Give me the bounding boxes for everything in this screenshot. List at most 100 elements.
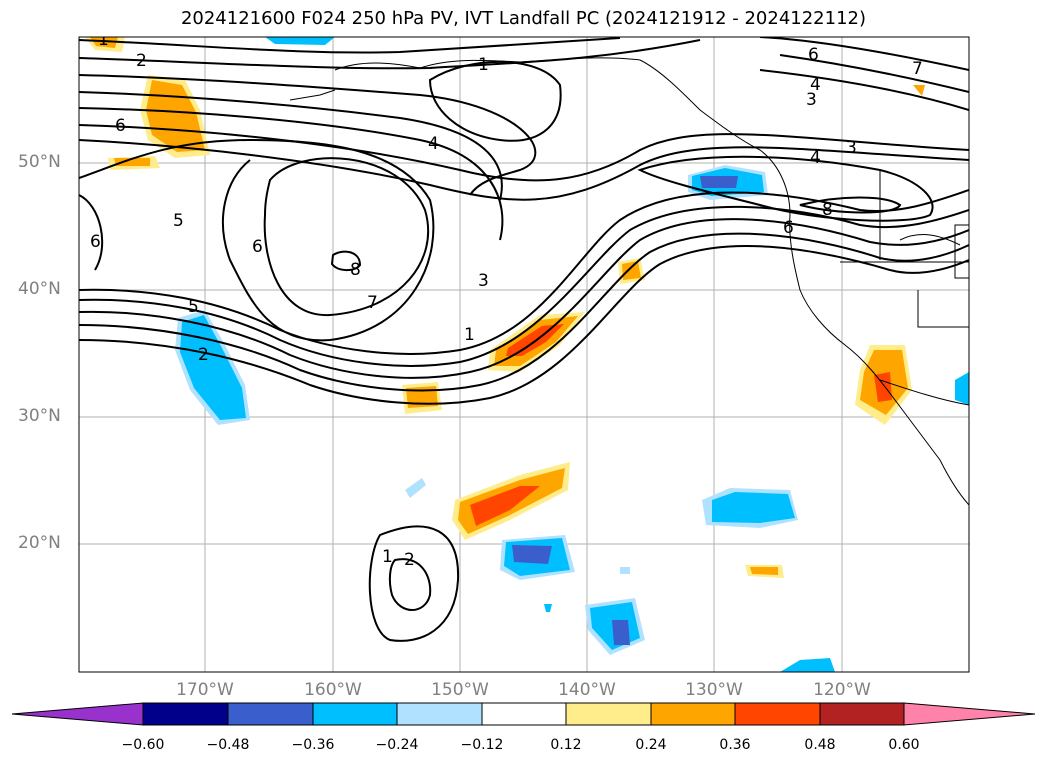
contour-label: 6	[783, 218, 794, 238]
colorbar-tick-label: 0.12	[550, 737, 582, 753]
lat-label: 20°N	[18, 533, 61, 553]
map-shape	[79, 194, 104, 271]
map-shape	[79, 39, 701, 70]
map-shape	[114, 158, 150, 166]
colorbar-segment	[565, 702, 652, 726]
contour-label: 4	[428, 134, 439, 154]
map-shape	[79, 91, 503, 201]
map-shape	[612, 620, 630, 645]
map-shape	[759, 69, 969, 111]
colorbar-tick-label: −0.12	[460, 737, 504, 753]
map-shape	[917, 290, 969, 328]
map-shape	[79, 218, 969, 379]
colorbar-tick-label: −0.36	[291, 737, 335, 753]
lon-label: 130°W	[685, 680, 743, 700]
contour-label: 8	[350, 260, 361, 280]
colorbar-segment	[481, 702, 567, 726]
contour-label: 4	[810, 75, 821, 95]
map-shape	[79, 139, 969, 201]
map-shape	[368, 525, 460, 642]
map-shape	[620, 567, 630, 574]
map-shape	[470, 486, 540, 526]
colorbar-segment	[312, 702, 398, 726]
contour-label: 6	[115, 116, 126, 136]
contour-label: 2	[404, 550, 415, 570]
contour-label: 1	[478, 55, 489, 75]
map-shape	[700, 176, 738, 188]
contour-label: 3	[478, 271, 489, 291]
contour-label: 3	[846, 138, 857, 158]
contour-label: 1	[382, 547, 393, 567]
map-shape	[799, 196, 902, 214]
pv-contours	[79, 37, 969, 642]
map-shape	[330, 250, 362, 272]
colorbar-tick-label: 0.48	[804, 737, 836, 753]
colorbar	[11, 702, 1036, 726]
contour-label: 6	[90, 232, 101, 252]
map-shape	[263, 157, 430, 317]
map-shape	[334, 57, 969, 506]
colorbar-tick-label: −0.24	[375, 737, 419, 753]
map-shape	[289, 89, 336, 101]
map-border	[78, 36, 970, 673]
contour-label: 5	[173, 211, 184, 231]
contour-label: 6	[252, 237, 263, 257]
lon-label: 120°W	[813, 680, 871, 700]
lat-label: 50°N	[18, 152, 61, 172]
map-shape	[879, 379, 969, 406]
negative-anomaly	[265, 37, 335, 45]
colorbar-tick-label: −0.48	[206, 737, 250, 753]
lon-label: 160°W	[304, 680, 362, 700]
contour-label: 3	[806, 90, 817, 110]
contour-label: 6	[808, 45, 819, 65]
contour-labels: 1 2 6 4 5 6 6 8 7 3 1 5 2 1 6 7 4 3 3 4 …	[90, 30, 923, 570]
map-shape	[79, 37, 621, 54]
map-shape	[512, 545, 552, 564]
shaded-anomalies	[85, 37, 969, 672]
map-shape	[712, 492, 795, 523]
colorbar-segment	[227, 702, 314, 726]
contour-label: 2	[136, 51, 147, 71]
contour-label: 4	[810, 148, 821, 168]
coastlines	[289, 57, 969, 506]
positive-anomaly	[913, 85, 925, 96]
colorbar-segment	[819, 702, 905, 726]
map-shape	[79, 245, 969, 405]
map-shape	[750, 567, 778, 575]
colorbar-tick-label: −0.60	[121, 737, 165, 753]
colorbar-segment	[650, 702, 736, 726]
map-title: 2024121600 F024 250 hPa PV, IVT Landfall…	[180, 8, 867, 29]
contour-label: 5	[188, 297, 199, 317]
map-shape	[146, 80, 205, 152]
colorbar-segment	[142, 702, 229, 726]
lat-label: 40°N	[18, 279, 61, 299]
map-shape	[79, 138, 435, 342]
colorbar-segment	[396, 702, 483, 726]
map-shape	[622, 261, 641, 280]
contour-label: 2	[198, 345, 209, 365]
map-shape	[428, 60, 562, 142]
map-shape	[79, 74, 537, 196]
map-shape	[79, 189, 969, 355]
lon-label: 150°W	[431, 680, 489, 700]
map-shape	[79, 124, 969, 182]
contour-label: 7	[367, 293, 378, 313]
contour-label: 1	[464, 325, 475, 345]
colorbar-segment	[734, 702, 821, 726]
negative-anomaly	[405, 478, 426, 498]
map-shape	[779, 54, 969, 93]
map-shape	[90, 37, 118, 48]
lon-label: 170°W	[176, 680, 234, 700]
colorbar-extend-min	[11, 702, 144, 726]
lat-label: 30°N	[18, 406, 61, 426]
map-shape	[79, 205, 969, 367]
contour-label: 7	[912, 59, 923, 79]
map-shape	[954, 224, 969, 279]
contour-label: 8	[822, 200, 833, 220]
colorbar-tick-label: 0.24	[635, 737, 667, 753]
map-shape	[388, 558, 432, 611]
contour-label: 1	[98, 30, 109, 50]
negative-anomaly	[780, 658, 835, 672]
map-shape	[899, 234, 961, 246]
